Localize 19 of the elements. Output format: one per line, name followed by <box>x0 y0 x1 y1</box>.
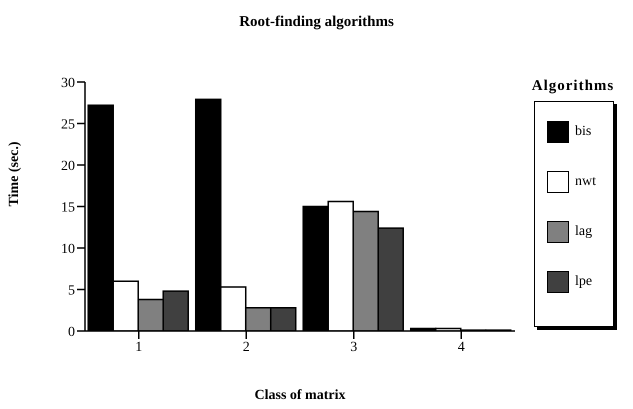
y-tick-label: 20 <box>61 158 75 174</box>
x-tick-label: 1 <box>135 340 142 355</box>
y-tick-label: 15 <box>61 200 75 216</box>
legend-label: bis <box>575 124 592 140</box>
y-tick-label: 10 <box>61 242 75 257</box>
x-axis-title: Class of matrix <box>254 388 346 404</box>
legend-label: lpe <box>575 274 592 290</box>
x-tick-label: 4 <box>458 340 465 355</box>
y-tick-label: 5 <box>68 283 75 298</box>
legend-label: nwt <box>575 174 596 190</box>
y-tick-label: 25 <box>61 117 75 132</box>
legend-title: Algorithms <box>530 78 616 95</box>
x-tick-label: 2 <box>242 340 250 355</box>
legend-label: lag <box>575 224 592 240</box>
chart-title: Root-finding algorithms <box>238 14 395 31</box>
y-tick-label: 0 <box>68 324 75 340</box>
y-tick-label: 30 <box>61 76 75 91</box>
x-tick-label: 3 <box>350 340 358 355</box>
y-axis-title: Time (sec.) <box>6 141 22 206</box>
